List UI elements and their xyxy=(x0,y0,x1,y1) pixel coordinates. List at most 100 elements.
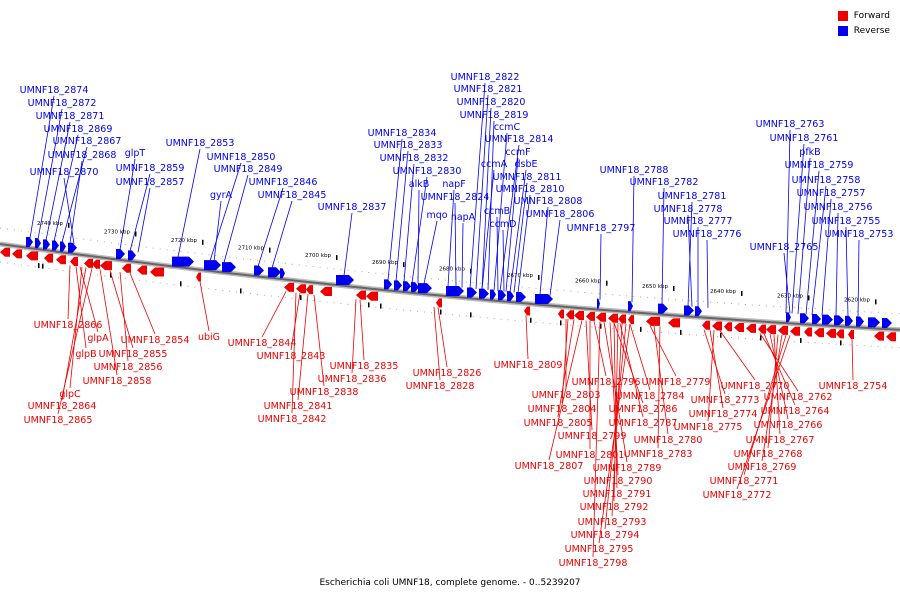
forward-gene-leader xyxy=(437,307,448,368)
forward-gene-leader xyxy=(649,325,677,377)
reverse-gene-arrow xyxy=(498,290,506,301)
forward-gene-leader xyxy=(707,330,715,422)
reverse-gene-arrow xyxy=(35,238,41,249)
reverse-gene-leader xyxy=(661,187,665,305)
ruler-ticks: 2740 kbp 2730 kbp 2720 kbp 2710 kbp 2700 kbp… xyxy=(37,221,877,305)
forward-gene-arrow xyxy=(628,315,634,325)
reverse-gene-label: mqo xyxy=(426,210,447,221)
reverse-gene-label: UMNF18_2834 xyxy=(368,128,437,139)
reverse-gene-leader xyxy=(137,187,151,253)
reverse-gene-arrow xyxy=(800,313,809,324)
reverse-gene-arrow xyxy=(60,241,66,252)
reverse-gene-arrow xyxy=(658,303,668,314)
forward-gene-label: UMNF18_2754 xyxy=(819,381,888,392)
position-marker xyxy=(110,272,112,278)
reverse-gene-label: UMNF18_2806 xyxy=(526,209,595,220)
forward-gene-arrow xyxy=(320,286,332,296)
reverse-gene-label: UMNF18_2782 xyxy=(630,177,699,188)
position-marker xyxy=(560,320,562,326)
forward-gene-label: glpA xyxy=(87,333,109,344)
forward-gene-label: UMNF18_2774 xyxy=(689,409,758,420)
position-marker xyxy=(180,281,182,287)
reverse-gene-leader xyxy=(631,175,635,303)
position-marker xyxy=(760,335,762,341)
forward-gene-label: UMNF18_2780 xyxy=(634,435,703,446)
forward-gene-leader xyxy=(709,329,724,409)
forward-gene-arrow xyxy=(44,253,53,263)
forward-gene-label: UMNF18_2772 xyxy=(703,490,772,501)
forward-gene-label: UMNF18_2792 xyxy=(580,502,649,513)
forward-gene-label: UMNF18_2764 xyxy=(761,406,830,417)
forward-gene-leader xyxy=(657,326,661,449)
reverse-gene-label: UMNF18_2758 xyxy=(792,175,861,186)
reverse-gene-arrow xyxy=(384,279,392,290)
forward-gene-arrow xyxy=(778,325,788,335)
forward-gene-label: glpB xyxy=(75,349,96,360)
forward-gene-arrow xyxy=(836,329,844,339)
forward-gene-arrow xyxy=(12,249,22,259)
position-marker xyxy=(380,303,382,309)
forward-gene-label: UMNF18_2856 xyxy=(94,362,163,373)
reverse-gene-label: UMNF18_2850 xyxy=(207,152,276,163)
forward-gene-label: UMNF18_2844 xyxy=(228,338,297,349)
reverse-gene-leader xyxy=(481,107,492,290)
reverse-gene-arrow xyxy=(834,315,844,326)
forward-gene-arrow xyxy=(92,259,100,269)
reverse-gene-arrow xyxy=(868,317,880,328)
reverse-gene-leader xyxy=(61,146,88,243)
reverse-gene-leader xyxy=(223,174,249,263)
forward-gene-arrow xyxy=(586,311,595,321)
reverse-gene-label: UMNF18_2777 xyxy=(664,216,733,227)
reverse-gene-leader xyxy=(411,176,428,283)
position-marker xyxy=(470,312,472,318)
forward-gene-arrow xyxy=(196,272,201,282)
ruler-tick-mark xyxy=(470,268,472,274)
forward-gene-leader xyxy=(359,299,365,361)
ruler-tick-label: 2680 kbp xyxy=(439,267,465,273)
ruler-tick-mark xyxy=(68,222,70,228)
forward-gene-leader xyxy=(61,267,87,401)
backbone-line xyxy=(0,243,900,331)
reverse-gene-label: UMNF18_2788 xyxy=(600,165,669,176)
reverse-gene-label: UMNF18_2756 xyxy=(804,202,873,213)
forward-gene-label: UMNF18_2809 xyxy=(494,360,563,371)
reverse-gene-label: UMNF18_2833 xyxy=(374,140,443,151)
forward-gene-leader xyxy=(611,323,623,517)
reverse-gene-leader xyxy=(481,169,495,290)
forward-gene-label: UMNF18_2858 xyxy=(83,376,152,387)
reverse-gene-arrow xyxy=(204,260,221,271)
forward-gene-label: UMNF18_2841 xyxy=(264,401,333,412)
forward-gene-label: UMNF18_2783 xyxy=(624,449,693,460)
forward-gene-label: UMNF18_2769 xyxy=(728,462,797,473)
reverse-gene-leader xyxy=(517,194,531,293)
forward-gene-leader xyxy=(743,335,787,476)
forward-gene-leader xyxy=(290,293,301,351)
reverse-gene-label: UMNF18_2853 xyxy=(166,138,235,149)
reverse-gene-leader xyxy=(706,239,709,308)
ruler-tick-mark xyxy=(135,231,137,237)
reverse-gene-arrow xyxy=(479,288,489,299)
reverse-gene-leader xyxy=(783,252,791,314)
forward-gene-leader xyxy=(613,322,644,404)
reverse-gene-leader xyxy=(499,144,520,292)
reverse-gene-leader xyxy=(845,226,849,317)
forward-gene-leader xyxy=(773,334,781,435)
forward-gene-label: UMNF18_2803 xyxy=(532,390,601,401)
reverse-gene-label: ccmD xyxy=(489,219,516,230)
reverse-gene-arrow xyxy=(172,256,194,267)
forward-gene-arrow xyxy=(137,265,147,275)
reverse-gene-leader xyxy=(461,222,464,288)
legend: Forward Reverse xyxy=(837,8,890,38)
reverse-gene-label: UMNF18_2781 xyxy=(658,191,727,202)
ruler-tick-mark xyxy=(875,299,877,305)
forward-gene-arrow xyxy=(26,251,38,261)
reverse-gene-arrow xyxy=(822,314,833,325)
forward-gene-label: UMNF18_2835 xyxy=(330,361,399,372)
forward-gene-arrow xyxy=(724,322,732,332)
reverse-gene-label: UMNF18_2820 xyxy=(457,97,526,108)
forward-gene-leader xyxy=(548,320,583,461)
forward-gene-label: UMNF18_2773 xyxy=(691,395,760,406)
forward-gene-arrow xyxy=(668,318,680,328)
reverse-gene-label: UMNF18_2761 xyxy=(770,133,839,144)
reverse-gene-label: UMNF18_2874 xyxy=(20,85,89,96)
